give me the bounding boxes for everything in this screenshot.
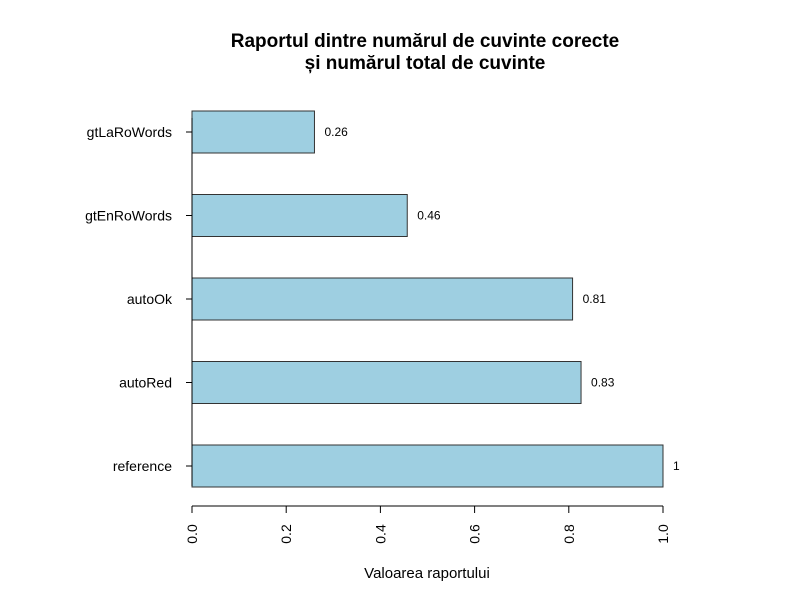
category-label-gtEnRoWords: gtEnRoWords: [85, 208, 172, 224]
x-axis-title: Valoarea raportului: [364, 565, 490, 582]
value-label-autoRed: 0.83: [591, 376, 615, 390]
chart-title: Raportul dintre numărul de cuvinte corec…: [231, 31, 620, 52]
category-label-reference: reference: [113, 458, 172, 474]
x-axis: 0.0 0.2 0.4 0.6 0.8 1.0: [184, 118, 671, 544]
bar-autoOk: [191, 277, 574, 321]
chart-subtitle: și numărul total de cuvinte: [305, 53, 546, 74]
x-tick-label: 0.8: [561, 524, 577, 544]
bar-autoRed: [191, 361, 582, 404]
value-label-autoOk: 0.81: [583, 292, 607, 306]
x-tick-label: 0.0: [184, 524, 200, 544]
category-label-autoOk: autoOk: [127, 291, 173, 307]
value-label-gtLaRoWords: 0.26: [324, 125, 348, 139]
bar-gtLaRoWords: [191, 110, 315, 154]
value-label-reference: 1: [673, 459, 680, 473]
bar-reference: [191, 444, 664, 488]
value-label-gtEnRoWords: 0.46: [417, 209, 441, 223]
bar-gtEnRoWords: [191, 194, 408, 237]
category-label-gtLaRoWords: gtLaRoWords: [87, 124, 172, 140]
bars-layer: reference 1 autoRed 0.83 autoOk 0.81 gtEnRoWor…: [85, 110, 680, 488]
x-tick-label: 1.0: [655, 524, 671, 544]
x-tick-label: 0.2: [278, 524, 294, 544]
x-tick-label: 0.4: [372, 524, 388, 544]
x-tick-label: 0.6: [467, 524, 483, 544]
category-label-autoRed: autoRed: [119, 375, 172, 391]
